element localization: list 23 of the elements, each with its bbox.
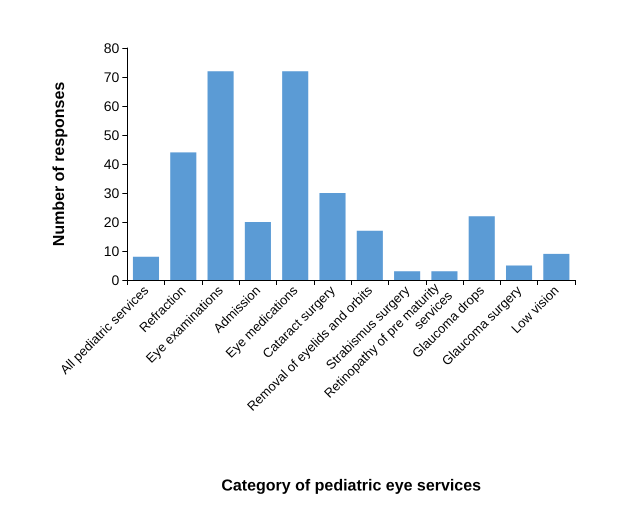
y-tick-label: 30 — [104, 185, 120, 201]
x-axis-title: Category of pediatric eye services — [221, 478, 482, 494]
bar — [282, 71, 308, 280]
y-tick-label: 10 — [104, 243, 120, 259]
bar — [468, 216, 495, 280]
y-tick-label: 20 — [104, 214, 120, 230]
y-tick-label: 70 — [104, 69, 120, 85]
bar — [244, 222, 271, 280]
bar — [208, 71, 234, 280]
y-tick-label: 50 — [104, 127, 120, 143]
y-tick-label: 0 — [112, 272, 120, 288]
bar — [356, 230, 383, 280]
bar — [132, 256, 160, 280]
y-axis-title: Number of responses — [50, 82, 68, 246]
bar — [170, 152, 196, 280]
y-tick-label: 40 — [104, 156, 120, 172]
bar — [319, 193, 346, 280]
bar — [394, 271, 420, 280]
bar — [543, 254, 570, 280]
y-tick-label: 80 — [104, 40, 120, 56]
bar — [506, 266, 532, 280]
bar — [431, 271, 458, 280]
y-tick-label: 60 — [104, 98, 120, 114]
